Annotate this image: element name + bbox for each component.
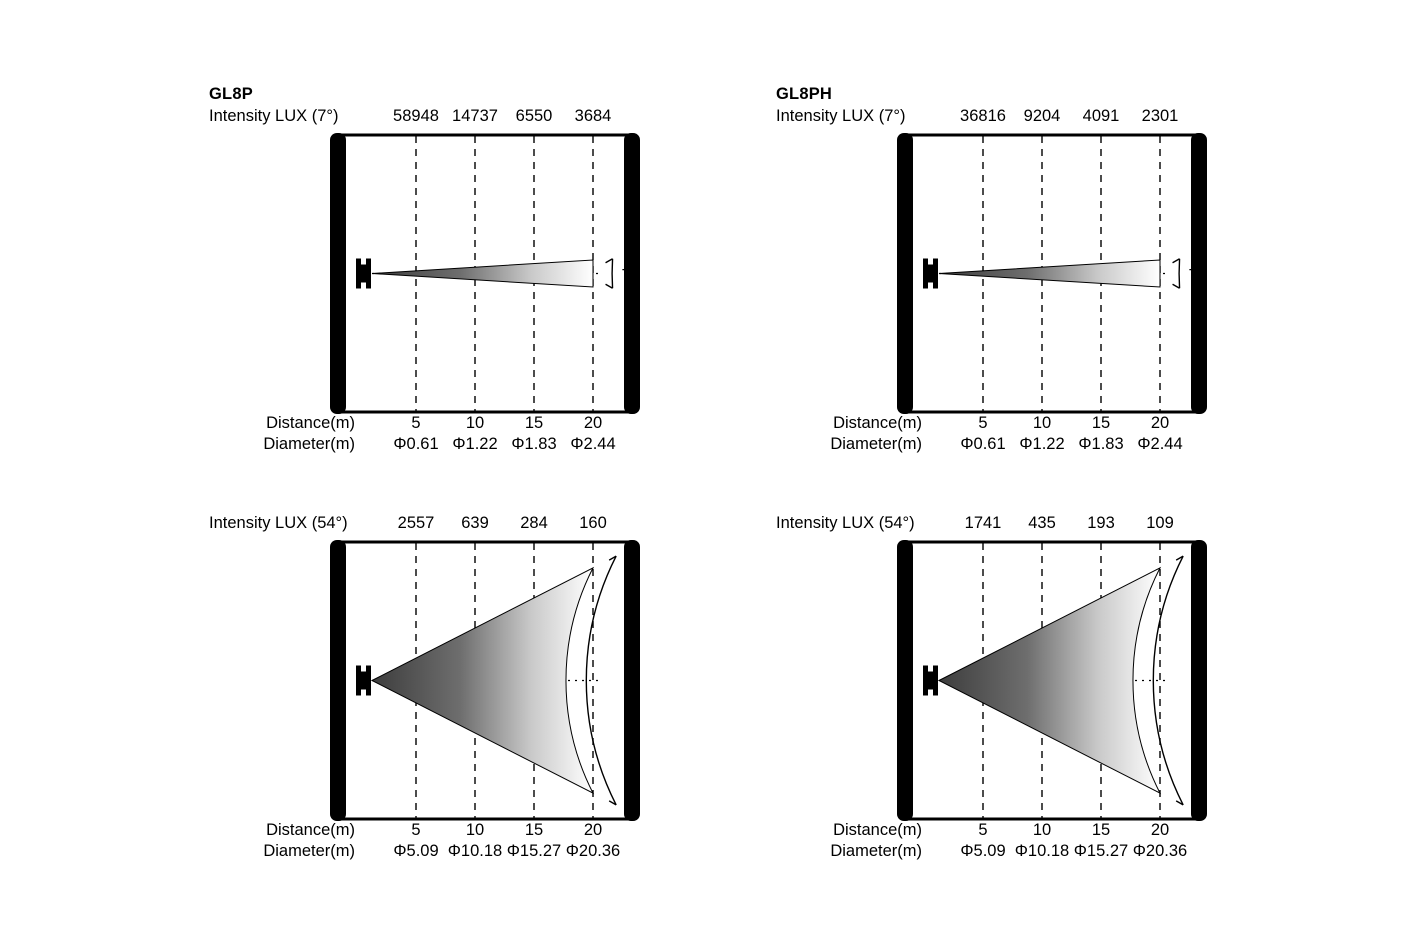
lux-value: 639 [461, 514, 489, 532]
lux-value: 435 [1028, 514, 1056, 532]
diameter-value: Φ0.61 [393, 435, 439, 453]
diameter-label: Diameter(m) [830, 842, 922, 860]
scale-footer: Distance(m) Diameter(m) 5 10 15 20 Φ5.09 Φ10.… [195, 821, 655, 869]
lux-value: 160 [579, 514, 607, 532]
lux-value: 1741 [964, 514, 1002, 532]
diameter-label: Diameter(m) [263, 435, 355, 453]
lux-value: 2557 [397, 514, 435, 532]
diameter-value: Φ15.27 [506, 842, 562, 860]
lux-value: 3684 [574, 107, 612, 125]
lux-value: 9204 [1023, 107, 1061, 125]
intensity-header: Intensity LUX (7°) 36816 9204 4091 2301 [762, 107, 1222, 133]
diameter-value: Φ10.18 [1014, 842, 1070, 860]
model-title: GL8P [209, 85, 253, 103]
stage-wrapper: 7° [330, 133, 640, 414]
intensity-label: Intensity LUX (54°) [776, 514, 915, 532]
distance-label: Distance(m) [833, 414, 922, 432]
lux-value: 6550 [515, 107, 553, 125]
diameter-value: Φ1.83 [511, 435, 557, 453]
diameter-value: Φ20.36 [565, 842, 621, 860]
distance-value: 20 [1150, 821, 1170, 839]
beam-stage: 7° [897, 133, 1207, 414]
intensity-label: Intensity LUX (7°) [209, 107, 339, 125]
beam-stage: 54° [897, 540, 1207, 821]
stage-wrapper: 54° [330, 540, 640, 821]
lux-value: 193 [1087, 514, 1115, 532]
distance-value: 20 [1150, 414, 1170, 432]
scale-footer: Distance(m) Diameter(m) 5 10 15 20 Φ0.61 Φ1.2… [195, 414, 655, 462]
lux-value: 4091 [1082, 107, 1120, 125]
distance-value: 20 [583, 414, 603, 432]
lux-value: 58948 [393, 107, 439, 125]
intensity-header: Intensity LUX (54°) 2557 639 284 160 [195, 514, 655, 540]
stage-wrapper: 54° [897, 540, 1207, 821]
intensity-header: Intensity LUX (54°) 1741 435 193 109 [762, 514, 1222, 540]
distance-label: Distance(m) [266, 821, 355, 839]
distance-value: 5 [978, 414, 988, 432]
intensity-label: Intensity LUX (7°) [776, 107, 906, 125]
distance-value: 10 [1032, 821, 1052, 839]
lux-value: 14737 [452, 107, 498, 125]
distance-value: 15 [524, 414, 544, 432]
distance-value: 15 [1091, 414, 1111, 432]
distance-value: 15 [1091, 821, 1111, 839]
intensity-label: Intensity LUX (54°) [209, 514, 348, 532]
diameter-value: Φ5.09 [393, 842, 439, 860]
intensity-header: Intensity LUX (7°) 58948 14737 6550 3684 [195, 107, 655, 133]
distance-value: 10 [1032, 414, 1052, 432]
diameter-value: Φ1.83 [1078, 435, 1124, 453]
beam-stage: 54° [330, 540, 640, 821]
distance-value: 10 [465, 821, 485, 839]
lux-value: 284 [520, 514, 548, 532]
scale-footer: Distance(m) Diameter(m) 5 10 15 20 Φ5.09 Φ10.… [762, 821, 1222, 869]
diameter-value: Φ1.22 [1019, 435, 1065, 453]
distance-value: 20 [583, 821, 603, 839]
diameter-value: Φ15.27 [1073, 842, 1129, 860]
scale-footer: Distance(m) Diameter(m) 5 10 15 20 Φ0.61 Φ1.2… [762, 414, 1222, 462]
distance-value: 10 [465, 414, 485, 432]
diameter-label: Diameter(m) [263, 842, 355, 860]
distance-label: Distance(m) [833, 821, 922, 839]
diameter-value: Φ2.44 [1137, 435, 1183, 453]
distance-value: 5 [411, 821, 421, 839]
beam-stage: 7° [330, 133, 640, 414]
diameter-value: Φ0.61 [960, 435, 1006, 453]
diameter-value: Φ10.18 [447, 842, 503, 860]
distance-value: 5 [411, 414, 421, 432]
diameter-label: Diameter(m) [830, 435, 922, 453]
lux-value: 2301 [1141, 107, 1179, 125]
diameter-value: Φ1.22 [452, 435, 498, 453]
model-title: GL8PH [776, 85, 833, 103]
distance-label: Distance(m) [266, 414, 355, 432]
stage-wrapper: 7° [897, 133, 1207, 414]
diameter-value: Φ20.36 [1132, 842, 1188, 860]
lux-value: 109 [1146, 514, 1174, 532]
diameter-value: Φ5.09 [960, 842, 1006, 860]
diameter-value: Φ2.44 [570, 435, 616, 453]
lux-value: 36816 [960, 107, 1006, 125]
distance-value: 15 [524, 821, 544, 839]
distance-value: 5 [978, 821, 988, 839]
